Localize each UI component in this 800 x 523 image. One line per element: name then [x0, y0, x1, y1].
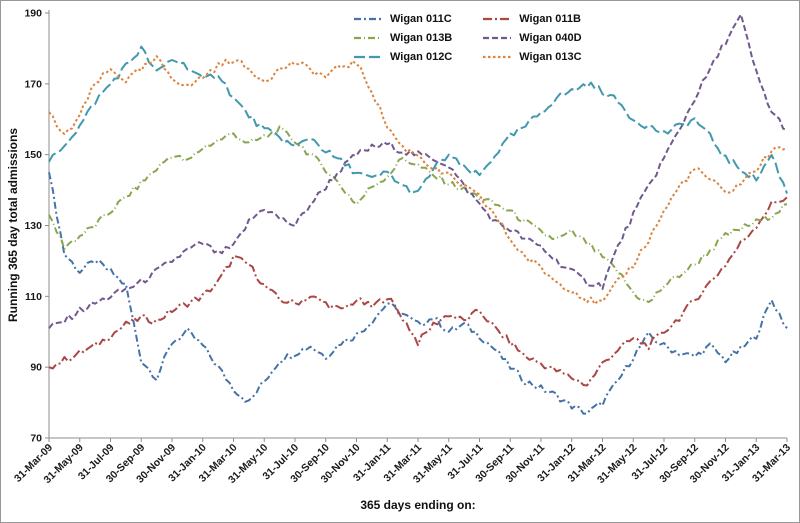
series-line-wigan-011c — [48, 172, 788, 415]
y-tick-label: 110 — [25, 291, 42, 303]
legend-label: Wigan 013B — [390, 31, 453, 44]
legend-line-sample — [354, 36, 382, 39]
y-tick-label: 70 — [30, 433, 42, 445]
series-line-wigan-011b — [48, 196, 788, 387]
legend-item: Wigan 011B — [482, 11, 581, 26]
y-tick-label: 190 — [24, 8, 42, 20]
legend: Wigan 011C Wigan 011B Wigan 013B Wigan 040D… — [353, 11, 582, 64]
series-line-wigan-040d — [48, 13, 788, 329]
legend-item: Wigan 011C — [353, 11, 452, 26]
legend-item: Wigan 013C — [482, 49, 582, 64]
y-tick-label: 170 — [24, 78, 42, 90]
legend-item: Wigan 013B — [353, 30, 452, 45]
y-tick-label: 90 — [30, 362, 42, 374]
series-line-wigan-012c — [48, 45, 788, 195]
legend-line-sample — [354, 17, 382, 20]
y-axis-title: Running 365 day total admissions — [6, 127, 20, 323]
legend-label: Wigan 011C — [390, 12, 452, 25]
legend-line-sample — [483, 36, 512, 39]
legend-item: Wigan 040D — [482, 30, 582, 45]
x-axis-title: 365 days ending on: — [360, 498, 476, 512]
y-tick-label: 130 — [24, 220, 42, 232]
y-tick-label: 150 — [24, 149, 42, 161]
legend-label: Wigan 013C — [519, 50, 582, 63]
legend-label: Wigan 012C — [390, 50, 453, 63]
legend-label: Wigan 011B — [519, 12, 581, 25]
legend-line-sample — [483, 55, 512, 58]
series-line-wigan-013c — [48, 55, 788, 306]
legend-label: Wigan 040D — [519, 31, 582, 44]
legend-line-sample — [483, 17, 512, 20]
legend-line-sample — [354, 55, 382, 58]
legend-item: Wigan 012C — [353, 49, 452, 64]
series-line-wigan-013b — [48, 125, 788, 304]
